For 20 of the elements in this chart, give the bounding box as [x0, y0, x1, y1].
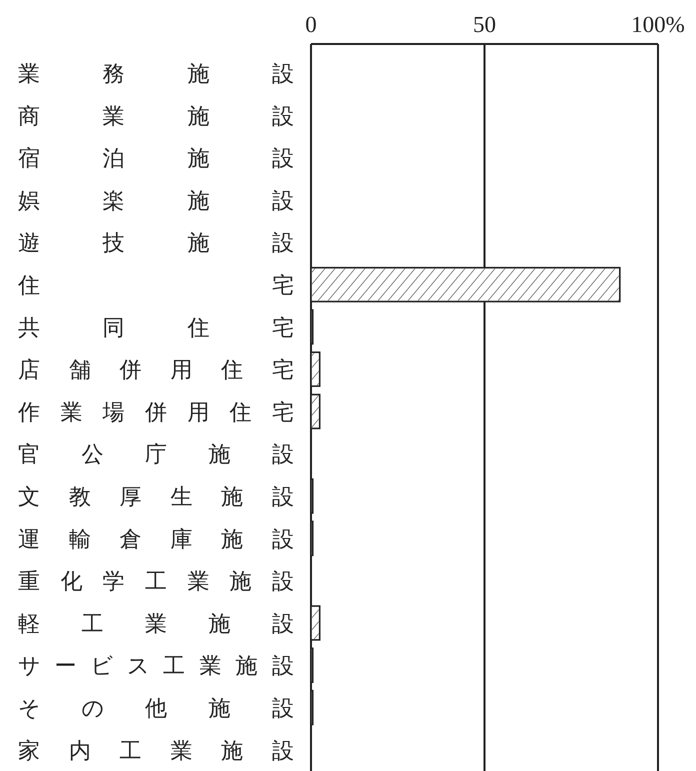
y-tick-label: その他施設	[18, 696, 294, 722]
x-tick-label: 100%	[631, 12, 685, 37]
y-tick-label: 文教厚生施設	[18, 485, 294, 510]
x-tick-label: 0	[305, 12, 317, 37]
y-tick-label: 遊技施設	[18, 231, 294, 256]
y-tick-label: 娯楽施設	[18, 188, 294, 214]
y-tick-label: 運輸倉庫施設	[18, 527, 294, 552]
y-tick-label: 官公庁施設	[18, 442, 294, 468]
y-tick-label: 業務施設	[18, 62, 294, 88]
y-tick-label: 軽工業施設	[18, 612, 294, 637]
y-tick-label: 重化学工業施設	[18, 570, 294, 595]
y-tick-label: 共同住宅	[18, 316, 294, 341]
y-tick-label: 住宅	[17, 274, 294, 299]
y-tick-label: 宿泊施設	[18, 146, 294, 172]
y-tick-label: 商業施設	[18, 104, 294, 130]
y-tick-label: 家内工業施設	[18, 738, 294, 764]
y-tick-label: サービス工業施設	[18, 654, 294, 680]
y-tick-label: 作業場併用住宅	[17, 400, 294, 426]
y-tick-label: 店舗併用住宅	[18, 358, 294, 384]
x-tick-label: 50	[473, 12, 496, 37]
